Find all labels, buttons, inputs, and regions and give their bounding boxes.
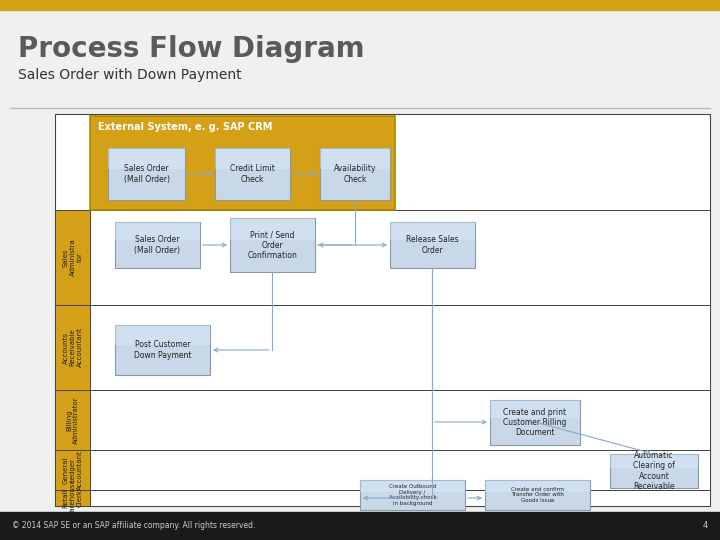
Bar [490,400,580,418]
Bar [215,148,290,200]
Text: Sales Order
(Mall Order): Sales Order (Mall Order) [135,235,181,255]
Bar [485,480,590,510]
Bar [55,114,710,506]
Bar [490,400,580,445]
Text: Sales
Administra
tor: Sales Administra tor [63,239,83,276]
Text: 4: 4 [703,522,708,530]
Text: Sales Order with Down Payment: Sales Order with Down Payment [18,68,242,82]
Bar [360,480,465,492]
Bar [320,148,390,200]
Bar [0,0,720,10]
Bar [215,148,290,169]
Bar [360,480,465,510]
Text: Billing
Administrator: Billing Administrator [66,396,79,444]
Bar [0,512,720,540]
Bar [55,450,710,490]
Text: Credit Limit
Check: Credit Limit Check [230,164,275,184]
Text: Automatic
Clearing of
Account
Receivable: Automatic Clearing of Account Receivable [633,451,675,491]
Bar [55,390,710,450]
Bar [55,305,90,390]
Bar [55,490,710,506]
Bar [115,222,200,268]
Bar [485,480,590,492]
Text: External System, e. g. SAP CRM: External System, e. g. SAP CRM [98,122,272,132]
Text: Retail
Warehouse
Clerk: Retail Warehouse Clerk [63,478,83,517]
Text: Create Outbound
Delivery /
Availability check
in background: Create Outbound Delivery / Availability … [389,484,436,506]
Bar [55,305,710,390]
Bar [230,218,315,272]
Bar [610,454,698,468]
Text: Create and confirm
Transfer Order with
Goods Issue: Create and confirm Transfer Order with G… [511,487,564,503]
Bar [610,454,698,488]
Text: Print / Send
Order
Confirmation: Print / Send Order Confirmation [248,230,297,260]
Bar [115,325,210,375]
Text: General
Ledger
Accountant: General Ledger Accountant [63,450,83,490]
Bar [390,222,475,268]
Bar [115,325,210,345]
Text: Create and print
Customer Billing
Document: Create and print Customer Billing Docume… [503,408,567,437]
Bar [320,148,390,169]
Bar [55,390,90,450]
Text: © 2014 SAP SE or an SAP affiliate company. All rights reserved.: © 2014 SAP SE or an SAP affiliate compan… [12,522,256,530]
Text: Availability
Check: Availability Check [334,164,377,184]
Bar [390,222,475,240]
Bar [55,450,90,490]
Bar [55,210,710,305]
Bar [55,210,90,305]
Text: Sales Order
(Mall Order): Sales Order (Mall Order) [124,164,169,184]
Bar [108,148,185,169]
Bar [55,490,90,506]
Bar [115,222,200,240]
Text: Release Sales
Order: Release Sales Order [406,235,459,255]
Bar [108,148,185,200]
Text: Post Customer
Down Payment: Post Customer Down Payment [134,340,192,360]
Bar [230,218,315,240]
Text: Accounts
Receivable
Accountant: Accounts Receivable Accountant [63,328,83,367]
Text: Process Flow Diagram: Process Flow Diagram [18,35,364,63]
Bar [90,116,395,210]
